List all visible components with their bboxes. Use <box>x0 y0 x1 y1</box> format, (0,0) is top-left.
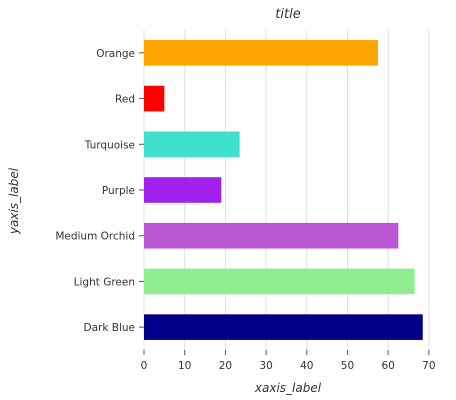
y-axis: Dark Blue Light Green Medium Orchid Purple T… <box>55 48 144 334</box>
bar-light-green <box>144 268 415 295</box>
bar-turquoise <box>144 131 240 158</box>
bars <box>144 40 423 340</box>
bar-red <box>144 85 165 112</box>
bar-dark-blue <box>144 314 423 340</box>
y-axis-label: yaxis_label <box>7 167 21 235</box>
y-tick-label: Turquoise <box>84 139 135 151</box>
x-tick-label: 60 <box>381 360 394 372</box>
y-tick-label: Red <box>115 94 135 106</box>
y-tick-label: Purple <box>102 185 135 197</box>
chart-title: title <box>275 7 300 22</box>
x-axis-label: xaxis_label <box>254 381 322 395</box>
x-tick-label: 20 <box>219 360 232 372</box>
x-tick-label: 70 <box>422 360 435 372</box>
bar-orange <box>144 40 378 66</box>
x-tick-label: 40 <box>300 360 313 372</box>
grid <box>143 30 430 350</box>
x-axis: 0 10 20 30 40 50 60 70 <box>141 350 436 372</box>
x-tick-label: 10 <box>178 360 191 372</box>
y-tick-label: Orange <box>96 48 135 60</box>
y-tick-label: Light Green <box>74 276 135 288</box>
y-tick-label: Medium Orchid <box>55 231 135 243</box>
x-tick-label: 0 <box>141 360 148 372</box>
y-tick-label: Dark Blue <box>84 322 136 334</box>
bar-medium-orchid <box>144 222 399 249</box>
x-tick-label: 30 <box>259 360 272 372</box>
bar-purple <box>144 177 222 203</box>
x-tick-label: 50 <box>341 360 354 372</box>
